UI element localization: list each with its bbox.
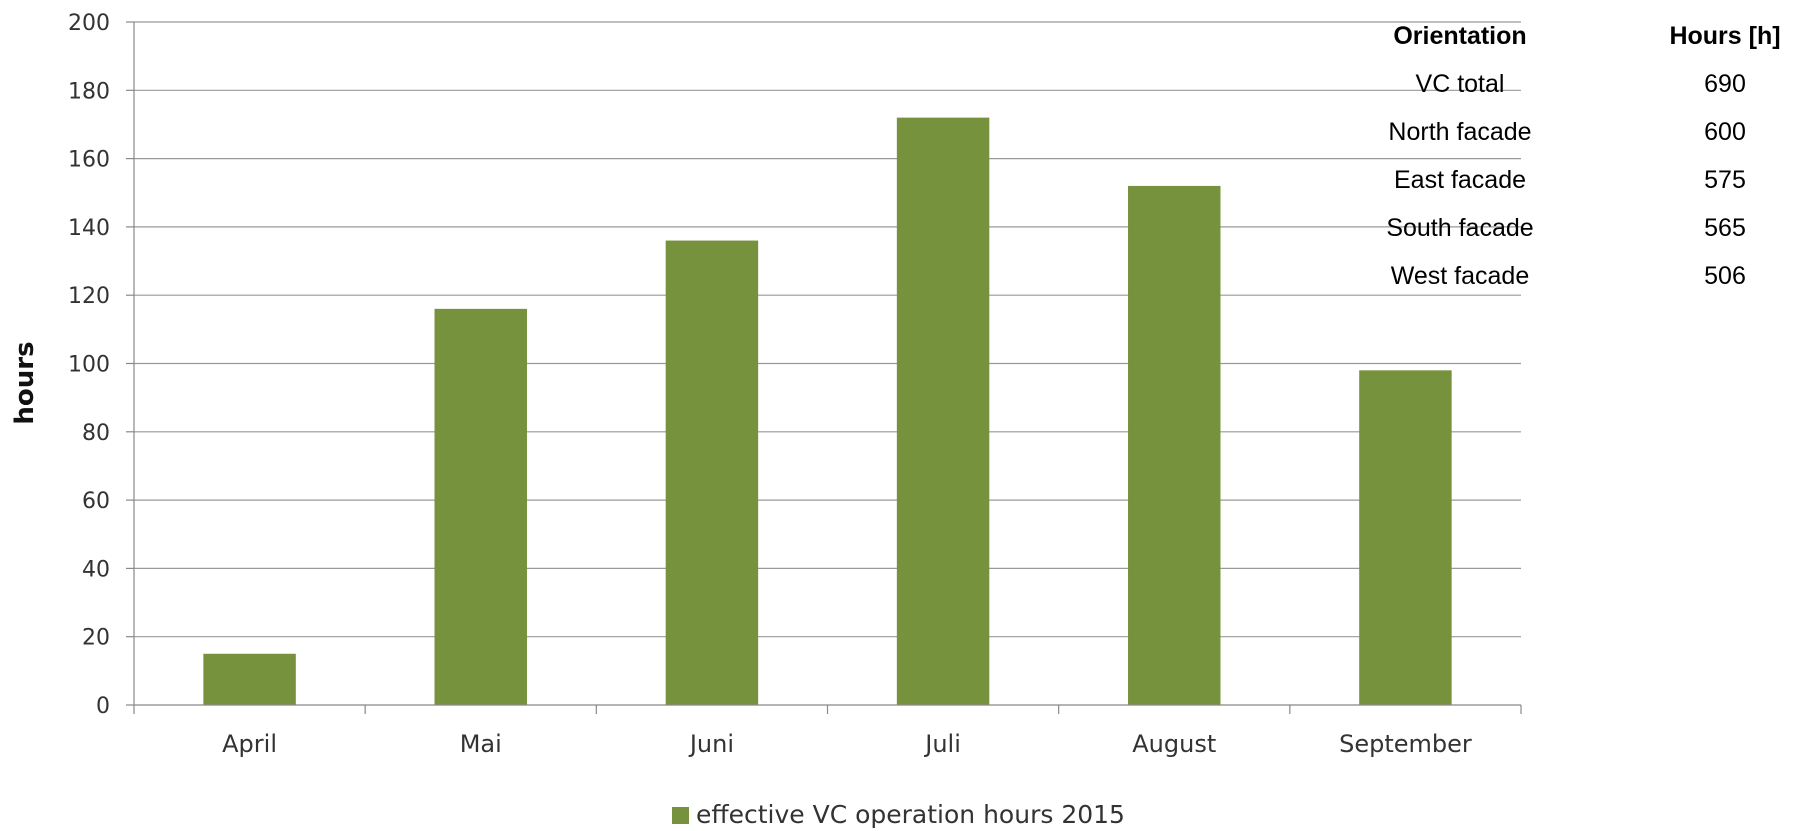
- table-cell-hours: 600: [1704, 118, 1746, 146]
- axes: [126, 21, 1522, 714]
- x-tick-label-juli: Juli: [923, 730, 961, 758]
- y-tick-label-60: 60: [82, 489, 110, 514]
- x-tick-label-august: August: [1132, 730, 1216, 758]
- x-tick-labels: April Mai Juni Juli August September: [222, 730, 1472, 758]
- x-tick-label-april: April: [222, 730, 277, 758]
- legend: effective VC operation hours 2015: [672, 800, 1125, 829]
- y-tick-label-20: 20: [82, 626, 110, 651]
- y-tick-label-140: 140: [68, 216, 110, 241]
- y-tick-label-180: 180: [68, 79, 110, 104]
- y-tick-label-160: 160: [68, 148, 110, 173]
- gridlines: [134, 21, 1521, 638]
- table-cell-hours: 575: [1704, 166, 1746, 194]
- x-tick-label-september: September: [1339, 730, 1472, 758]
- bar-april: [203, 653, 296, 705]
- y-axis-label: hours: [10, 341, 40, 424]
- y-tick-label-200: 200: [68, 11, 110, 36]
- y-tick-label-120: 120: [68, 284, 110, 309]
- y-tick-label-40: 40: [82, 557, 110, 582]
- y-tick-labels: 0 20 40 60 80 100 120 140 160 180 200: [68, 11, 110, 719]
- bar-september: [1359, 370, 1452, 705]
- table-cell-hours: 565: [1704, 214, 1746, 242]
- bar-juli: [896, 117, 990, 706]
- x-tick-label-mai: Mai: [460, 730, 502, 758]
- y-tick-label-0: 0: [96, 694, 110, 719]
- table-cell-orientation: North facade: [1388, 118, 1531, 146]
- table-cell-orientation: West facade: [1391, 262, 1530, 290]
- table-cell-orientation: East facade: [1394, 166, 1526, 194]
- table-cell-orientation: South facade: [1386, 214, 1533, 242]
- bars: [203, 117, 1452, 706]
- y-tick-label-80: 80: [82, 421, 110, 446]
- x-tick-label-juni: Juni: [688, 730, 734, 758]
- orientation-hours-table: Orientation Hours [h] VC total 690 North fac…: [1386, 22, 1780, 290]
- legend-label: effective VC operation hours 2015: [696, 800, 1125, 829]
- legend-swatch: [672, 807, 689, 824]
- bar-august: [1128, 185, 1221, 706]
- y-tick-label-100: 100: [68, 353, 110, 378]
- table-cell-hours: 690: [1704, 70, 1746, 98]
- bar-juni: [665, 240, 759, 705]
- table-header-hours: Hours [h]: [1669, 22, 1780, 50]
- bar-mai: [434, 308, 527, 705]
- table-cell-orientation: VC total: [1416, 70, 1505, 98]
- table-cell-hours: 506: [1704, 262, 1746, 290]
- table-header-orientation: Orientation: [1393, 22, 1526, 50]
